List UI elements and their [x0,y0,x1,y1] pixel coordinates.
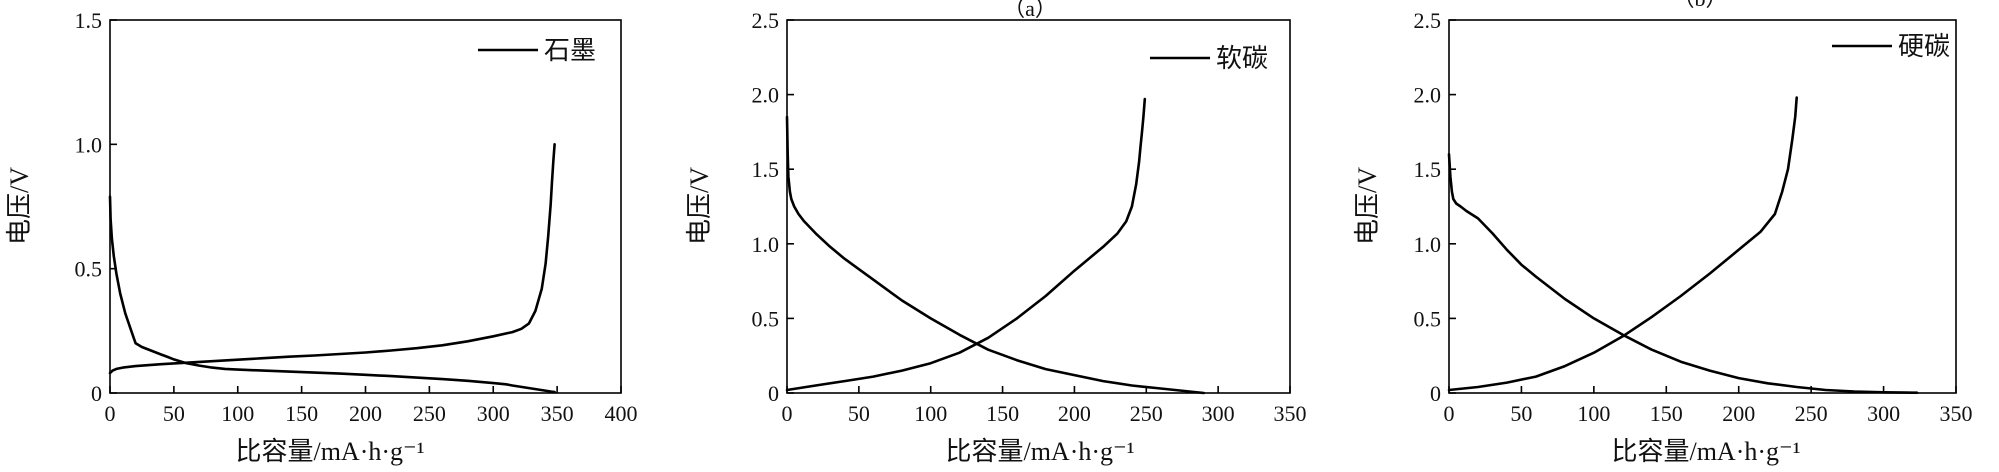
legend: 硬碳 [1832,32,1950,61]
plot-curves [785,97,1206,395]
hard-carbon-chart-panel: 0 50 100 150 200 250 300 350 0 0.5 1.0 1.5 2.0 2.5 硬… [1353,0,1973,466]
y-tick-label: 0.5 [75,257,103,282]
x-tick-label: 350 [541,401,574,426]
plot-curves [1447,96,1919,395]
x-tick-label: 350 [1274,401,1307,426]
y-tick-label: 1.5 [1414,157,1442,182]
x-tick-label: 50 [163,401,185,426]
panel-caption: （b） [1672,0,1727,11]
x-tick-label: 150 [285,401,318,426]
x-axis-ticks: 0 50 100 150 200 250 300 350 [1444,386,1973,426]
x-tick-label: 100 [221,401,254,426]
y-axis-label: 电压/V [685,167,714,245]
y-tick-label: 0 [1430,381,1441,406]
y-tick-label: 1.5 [75,8,103,33]
plot-frame [109,19,622,394]
x-axis-label: 比容量/mA·h·g⁻¹ [235,437,424,466]
x-tick-label: 150 [1650,401,1683,426]
x-tick-label: 200 [1722,401,1755,426]
series-line [1447,96,1798,392]
plot-frame [1448,19,1957,394]
legend: 软碳 [1150,44,1268,73]
x-axis-label: 比容量/mA·h·g⁻¹ [1611,437,1800,466]
x-tick-label: 50 [1510,401,1532,426]
y-tick-label: 1.0 [752,232,780,257]
x-tick-label: 0 [1444,401,1455,426]
y-tick-label: 2.0 [752,83,780,108]
y-tick-label: 1.0 [75,132,103,157]
x-tick-label: 350 [1940,401,1973,426]
series-line [108,195,556,394]
y-tick-label: 2.0 [1414,83,1442,108]
y-tick-label: 0.5 [1414,306,1442,331]
x-tick-label: 300 [1867,401,1900,426]
x-tick-label: 0 [782,401,793,426]
y-tick-label: 2.5 [1414,8,1442,33]
x-tick-label: 50 [848,401,870,426]
x-axis-ticks: 0 50 100 150 200 250 300 350 400 [105,386,638,426]
y-axis-label: 电压/V [1353,167,1382,245]
y-tick-label: 0.5 [752,306,780,331]
x-tick-label: 150 [986,401,1019,426]
x-tick-label: 100 [1577,401,1610,426]
plot-frame [786,19,1291,394]
panel-caption: （a） [1003,0,1057,21]
legend-label: 石墨 [544,36,596,65]
x-tick-label: 400 [605,401,638,426]
y-tick-label: 0 [91,381,102,406]
y-tick-label: 1.5 [752,157,780,182]
y-axis-ticks: 0 0.5 1.0 1.5 2.0 2.5 [1414,8,1456,406]
series-line [108,143,556,375]
x-tick-label: 250 [1795,401,1828,426]
x-tick-label: 300 [1202,401,1235,426]
legend: 石墨 [478,36,596,65]
graphite-chart-panel: 0 50 100 150 200 250 300 350 400 0 0.5 1.0 1.5 石墨 比… [5,8,638,466]
legend-label: 硬碳 [1898,32,1950,61]
plot-curves [108,143,556,394]
x-tick-label: 0 [105,401,116,426]
x-tick-label: 300 [477,401,510,426]
x-tick-label: 200 [349,401,382,426]
x-tick-label: 200 [1058,401,1091,426]
x-axis-label: 比容量/mA·h·g⁻¹ [945,437,1134,466]
y-axis-ticks: 0 0.5 1.0 1.5 2.0 2.5 [752,8,794,406]
y-tick-label: 2.5 [752,8,780,33]
y-tick-label: 0 [768,381,779,406]
x-tick-label: 250 [413,401,446,426]
series-line [1447,153,1919,395]
x-axis-ticks: 0 50 100 150 200 250 300 350 [782,386,1307,426]
legend-label: 软碳 [1216,44,1268,73]
x-tick-label: 100 [914,401,947,426]
series-line [785,115,1206,395]
y-tick-label: 1.0 [1414,232,1442,257]
x-tick-label: 250 [1130,401,1163,426]
series-line [785,97,1147,392]
y-axis-ticks: 0 0.5 1.0 1.5 [75,8,117,406]
y-axis-label: 电压/V [5,167,34,245]
soft-carbon-chart-panel: 0 50 100 150 200 250 300 350 0 0.5 1.0 1.5 2.0 2.5 软… [685,0,1307,466]
